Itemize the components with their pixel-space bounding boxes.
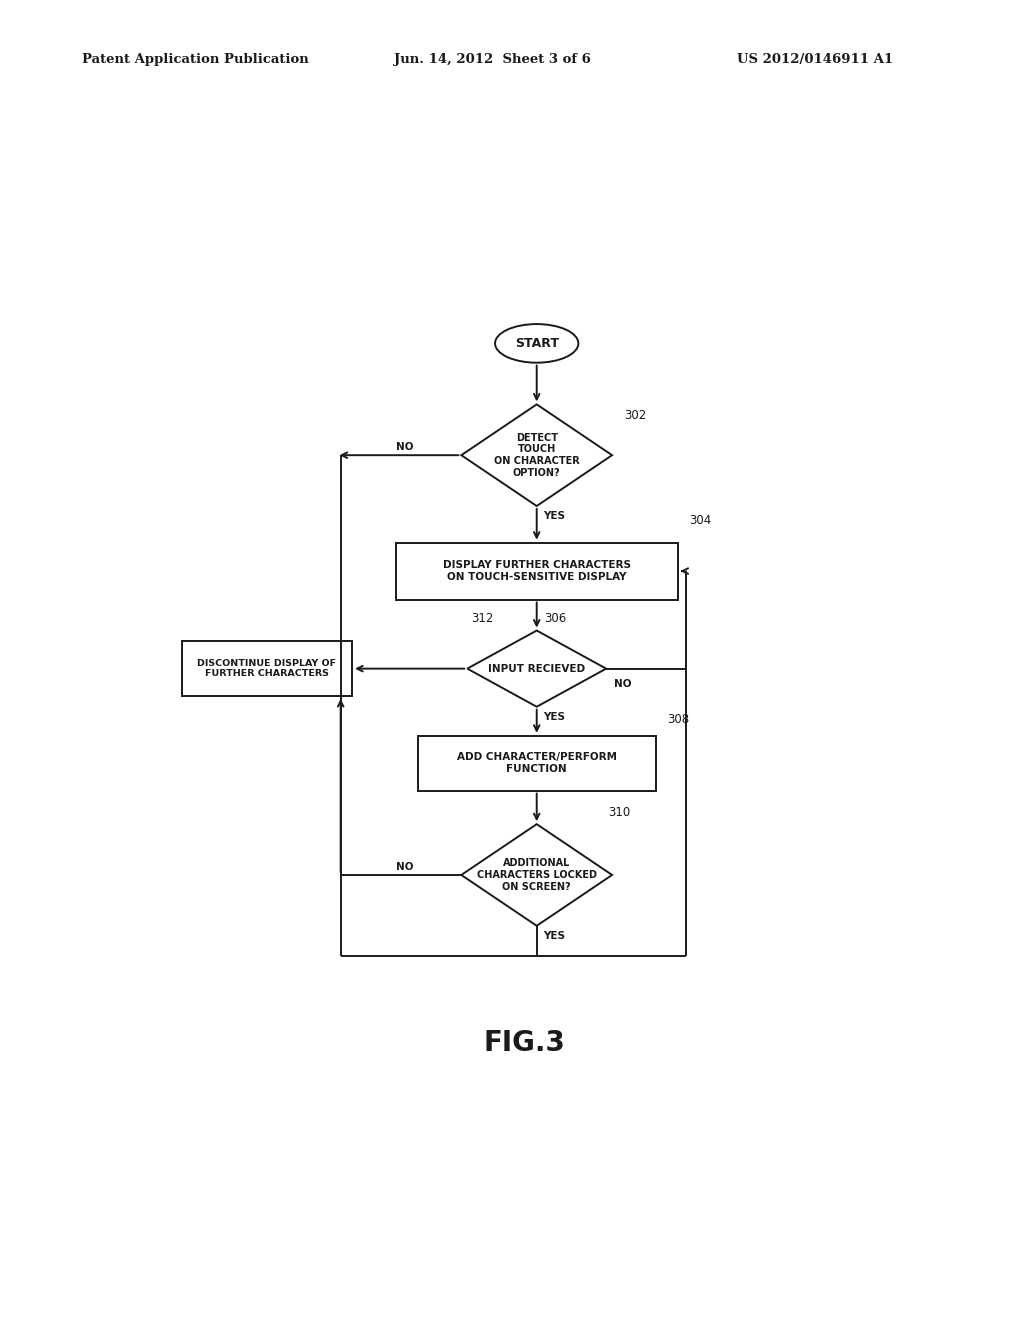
Text: 310: 310 bbox=[608, 807, 631, 818]
Text: DISCONTINUE DISPLAY OF
FURTHER CHARACTERS: DISCONTINUE DISPLAY OF FURTHER CHARACTER… bbox=[198, 659, 337, 678]
Text: NO: NO bbox=[396, 862, 414, 871]
Text: NO: NO bbox=[396, 442, 414, 451]
Text: ADDITIONAL
CHARACTERS LOCKED
ON SCREEN?: ADDITIONAL CHARACTERS LOCKED ON SCREEN? bbox=[477, 858, 597, 891]
Text: DISPLAY FURTHER CHARACTERS
ON TOUCH-SENSITIVE DISPLAY: DISPLAY FURTHER CHARACTERS ON TOUCH-SENS… bbox=[442, 560, 631, 582]
Text: 312: 312 bbox=[471, 612, 494, 626]
Text: 304: 304 bbox=[689, 515, 712, 528]
Text: YES: YES bbox=[543, 511, 565, 521]
Text: 308: 308 bbox=[668, 713, 690, 726]
Text: YES: YES bbox=[543, 931, 565, 941]
Text: US 2012/0146911 A1: US 2012/0146911 A1 bbox=[737, 53, 893, 66]
Text: 306: 306 bbox=[545, 612, 567, 626]
Text: Jun. 14, 2012  Sheet 3 of 6: Jun. 14, 2012 Sheet 3 of 6 bbox=[394, 53, 591, 66]
Text: INPUT RECIEVED: INPUT RECIEVED bbox=[488, 664, 586, 673]
Text: DETECT
TOUCH
ON CHARACTER
OPTION?: DETECT TOUCH ON CHARACTER OPTION? bbox=[494, 433, 580, 478]
Text: START: START bbox=[515, 337, 559, 350]
Text: FIG.3: FIG.3 bbox=[484, 1028, 565, 1057]
Text: Patent Application Publication: Patent Application Publication bbox=[82, 53, 308, 66]
Text: ADD CHARACTER/PERFORM
FUNCTION: ADD CHARACTER/PERFORM FUNCTION bbox=[457, 752, 616, 774]
Text: YES: YES bbox=[543, 711, 565, 722]
Text: 302: 302 bbox=[624, 409, 646, 422]
Text: NO: NO bbox=[614, 678, 632, 689]
